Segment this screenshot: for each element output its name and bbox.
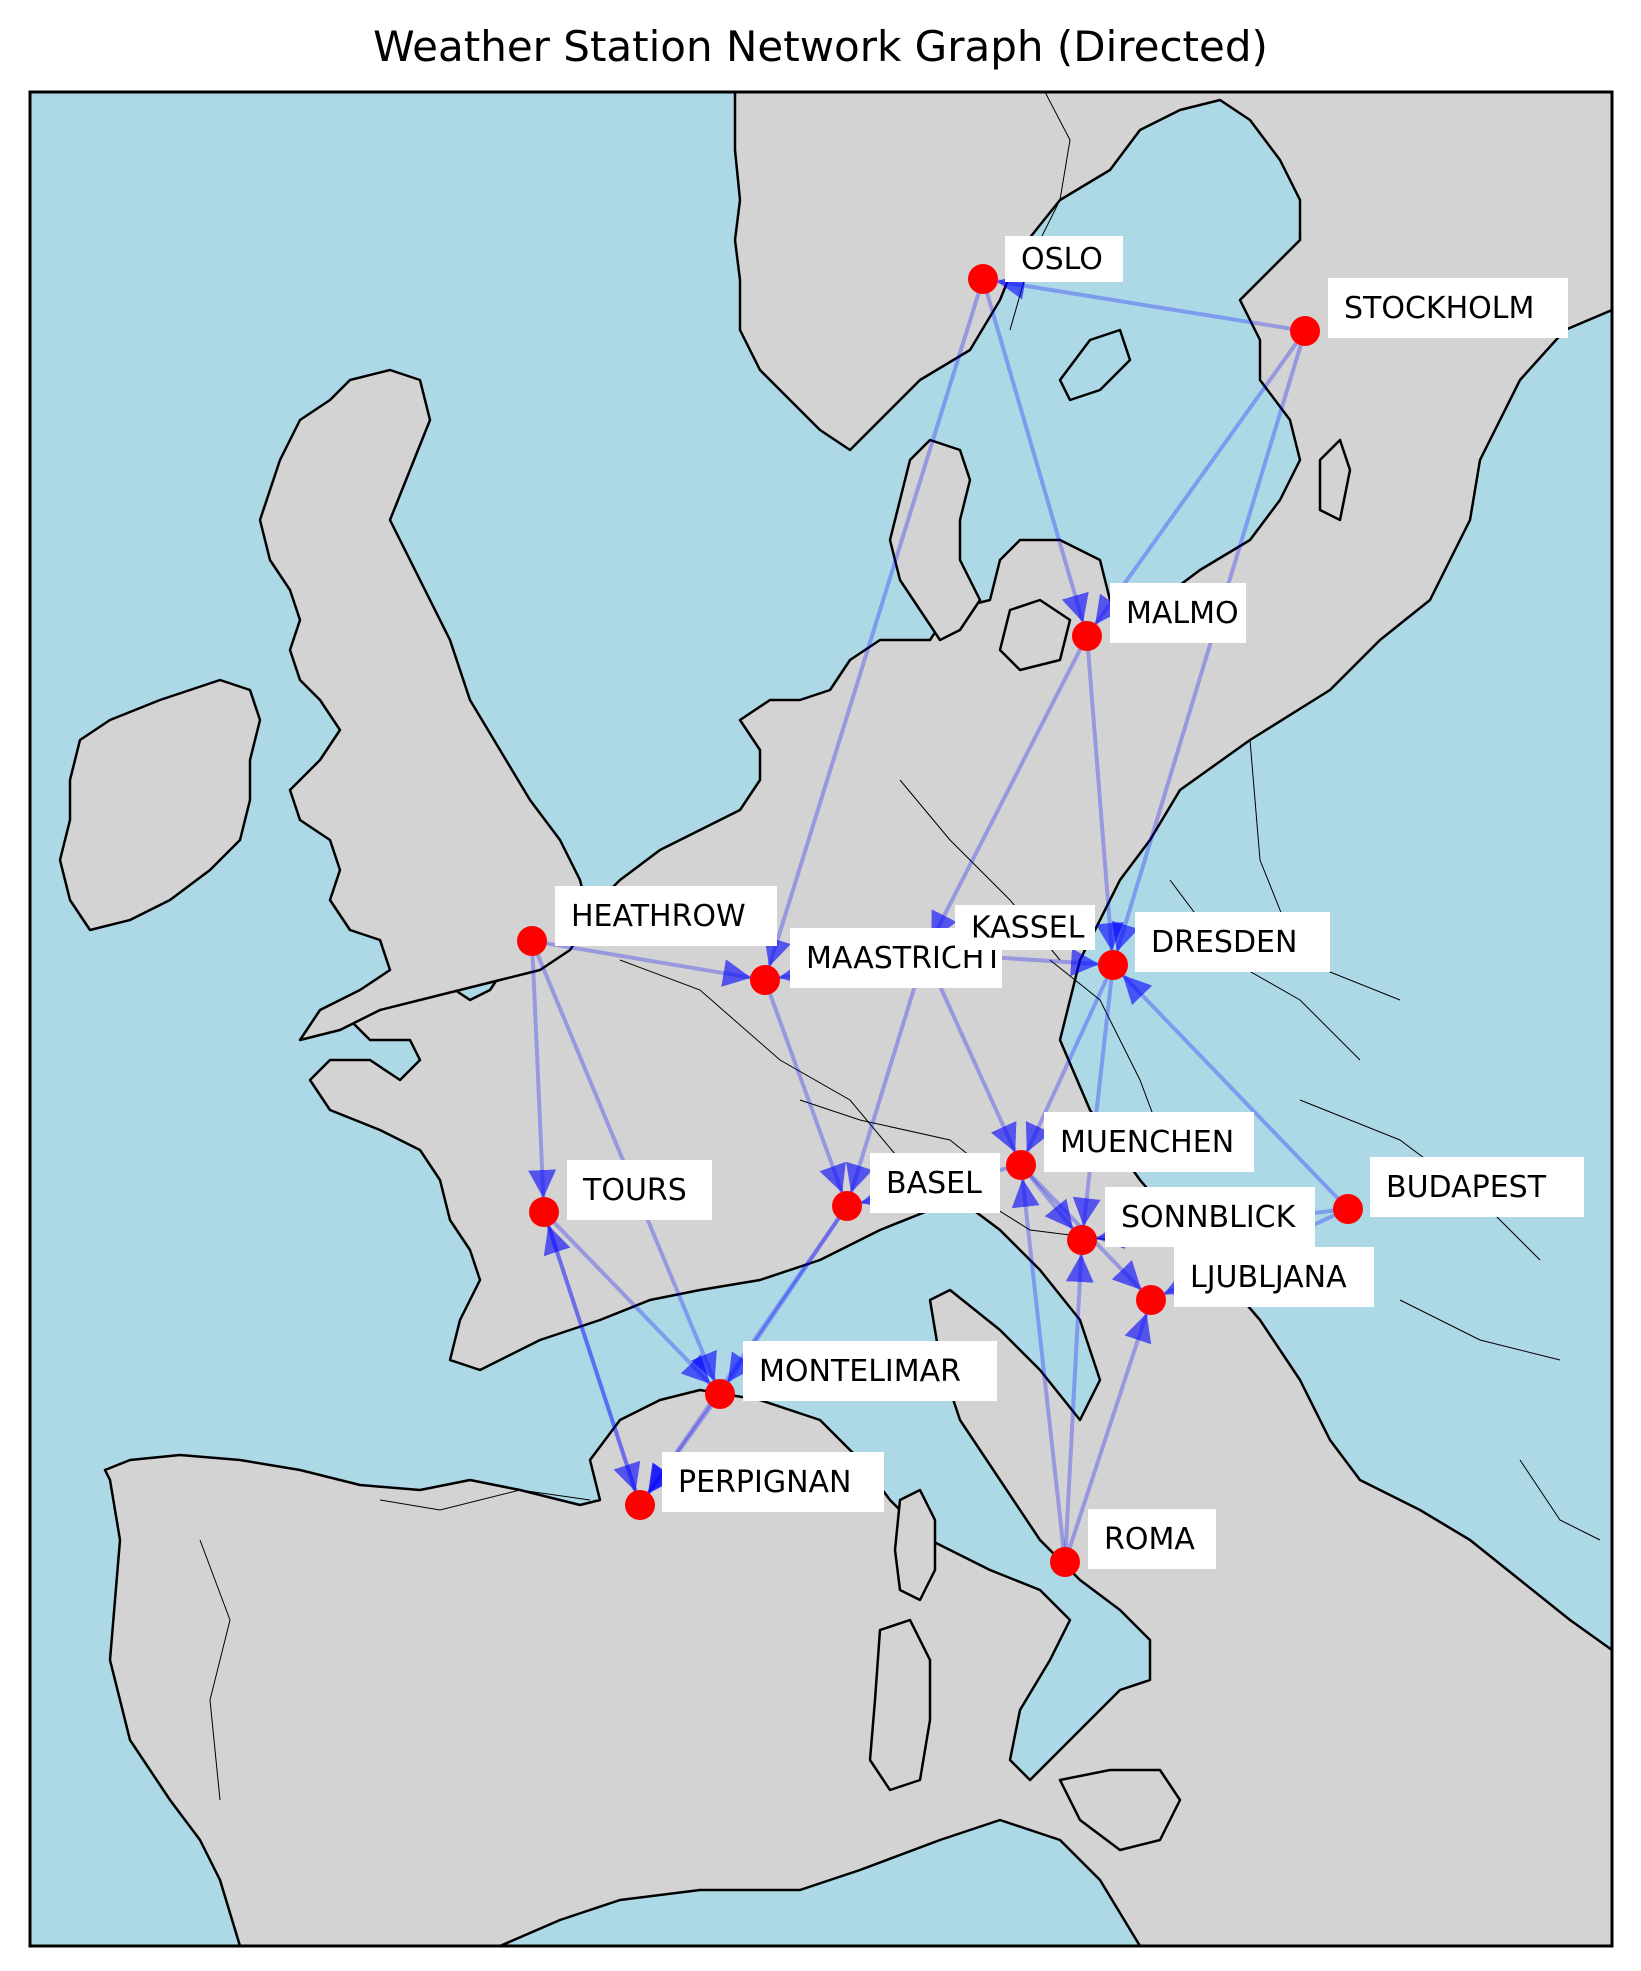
station-label-box [662, 1452, 884, 1512]
station-label-basel: BASEL [870, 1153, 1000, 1213]
edge-malmo-to-kassel [929, 647, 1083, 942]
station-label-box [1105, 1187, 1315, 1247]
land-corsica [893, 1488, 937, 1602]
station-label-roma: ROMA [1088, 1509, 1216, 1569]
edges-layer [528, 271, 1340, 1550]
station-label-box [1044, 1112, 1254, 1172]
station-label-sonnblick: SONNBLICK [1105, 1187, 1315, 1247]
land-ireland [58, 678, 262, 932]
land-jutland [888, 438, 982, 642]
edge-budapest-to-dresden [1121, 973, 1340, 1201]
edge-stockholm-to-dresden [1111, 343, 1303, 953]
station-marker-basel [832, 1191, 862, 1221]
station-label-budapest: BUDAPEST [1370, 1157, 1584, 1217]
edge-malmo-to-dresden [1086, 649, 1124, 952]
station-name: ROMA [1104, 1522, 1195, 1557]
lake-vanern [1058, 328, 1132, 402]
station-marker-muenchen [1006, 1150, 1036, 1180]
edge-stockholm-to-malmo [1093, 341, 1299, 626]
station-marker-dresden [1098, 950, 1128, 980]
station-label-perpignan: PERPIGNAN [662, 1452, 884, 1512]
edge-maastricht-to-basel [767, 992, 846, 1194]
station-label-dresden: DRESDEN [1135, 912, 1330, 972]
land-sardinia [868, 1618, 932, 1792]
map-frame [28, 90, 1614, 1948]
edge-roma-to-muenchen [1011, 1178, 1066, 1549]
station-name: MUENCHEN [1060, 1125, 1234, 1160]
edge-oslo-to-maastricht [764, 291, 981, 968]
station-marker-perpignan [625, 1490, 655, 1520]
land-layer [58, 92, 1612, 1946]
station-label-box [1328, 278, 1568, 338]
station-label-box [1174, 1247, 1374, 1307]
land-great-britain [258, 368, 592, 1042]
station-name: LJUBLJANA [1190, 1260, 1347, 1295]
station-marker-malmo [1072, 621, 1102, 651]
station-label-box [1005, 236, 1123, 282]
station-label-maastricht: MAASTRICHT [790, 928, 1003, 988]
station-label-stockholm: STOCKHOLM [1328, 278, 1568, 338]
station-label-box [1088, 1509, 1216, 1569]
station-label-box [955, 905, 1095, 950]
station-marker-sonnblick [1067, 1225, 1097, 1255]
edge-roma-to-ljubljana [1067, 1312, 1152, 1550]
station-label-ljubljana: LJUBLJANA [1174, 1247, 1374, 1307]
edge-kassel-to-muenchen [928, 964, 1018, 1154]
land-gotland [1318, 438, 1352, 522]
station-marker-budapest [1333, 1194, 1363, 1224]
edge-heathrow-to-maastricht [545, 941, 752, 987]
station-name: MALMO [1126, 596, 1239, 631]
station-name: BASEL [886, 1166, 982, 1201]
edge-stockholm-to-oslo [996, 271, 1292, 331]
edge-roma-to-sonnblick [1063, 1253, 1094, 1549]
edge-kassel-to-basel [845, 965, 923, 1194]
station-name: KASSEL [971, 911, 1085, 946]
station-name: TOURS [582, 1173, 687, 1208]
station-marker-ljubljana [1136, 1285, 1166, 1315]
station-label-box [1110, 583, 1246, 643]
station-label-box [743, 1341, 997, 1401]
edge-dresden-to-muenchen [1025, 976, 1109, 1154]
station-marker-roma [1050, 1547, 1080, 1577]
station-label-box [567, 1160, 712, 1220]
station-label-oslo: OSLO [1005, 236, 1123, 282]
station-marker-maastricht [750, 965, 780, 995]
map-title: Weather Station Network Graph (Directed) [373, 22, 1268, 71]
edge-tours-to-montelimar [552, 1220, 712, 1386]
labels-layer: OSLO STOCKHOLM MALMO HEATHROW MAASTRICHTKASS… [555, 236, 1584, 1569]
station-name: PERPIGNAN [678, 1465, 851, 1500]
station-label-box [555, 886, 777, 946]
station-name: BUDAPEST [1386, 1170, 1547, 1205]
station-label-heathrow: HEATHROW [555, 886, 777, 946]
station-marker-montelimar [705, 1379, 735, 1409]
station-name: SONNBLICK [1121, 1200, 1297, 1235]
station-marker-heathrow [517, 926, 547, 956]
station-name: DRESDEN [1151, 925, 1297, 960]
station-label-malmo: MALMO [1110, 583, 1246, 643]
station-marker-stockholm [1290, 316, 1320, 346]
station-label-tours: TOURS [567, 1160, 712, 1220]
edge-oslo-to-malmo [984, 291, 1089, 624]
station-label-kassel: KASSEL [955, 905, 1095, 950]
station-name: MONTELIMAR [759, 1354, 961, 1389]
station-name: OSLO [1021, 242, 1103, 277]
land-sicily [1058, 1768, 1182, 1852]
edge-perpignan-to-tours [543, 1224, 638, 1493]
station-marker-tours [529, 1197, 559, 1227]
station-label-montelimar: MONTELIMAR [743, 1341, 997, 1401]
station-label-box [870, 1153, 1000, 1213]
edge-tours-to-perpignan [546, 1224, 641, 1493]
station-label-box [1135, 912, 1330, 972]
land-continent [103, 92, 1612, 1946]
edge-dresden-to-sonnblick [1072, 978, 1114, 1227]
station-marker-oslo [968, 264, 998, 294]
station-label-box [1370, 1157, 1584, 1217]
edge-heathrow-to-tours [528, 954, 557, 1199]
station-name: STOCKHOLM [1344, 291, 1534, 326]
station-name: HEATHROW [571, 899, 746, 934]
station-label-muenchen: MUENCHEN [1044, 1112, 1254, 1172]
